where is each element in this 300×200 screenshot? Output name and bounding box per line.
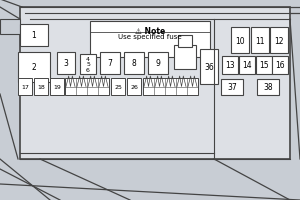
Text: 16: 16: [275, 61, 285, 70]
Text: 37: 37: [227, 83, 237, 92]
Text: 12: 12: [274, 36, 284, 45]
Bar: [18, 79, 32, 96]
Bar: [148, 53, 168, 75]
Text: 1: 1: [32, 31, 36, 40]
Bar: [57, 53, 75, 75]
Bar: [111, 79, 125, 96]
Bar: [174, 46, 196, 70]
Bar: [34, 79, 48, 96]
Bar: [256, 57, 272, 75]
Text: 26: 26: [130, 85, 138, 90]
Text: 4
5
6: 4 5 6: [86, 57, 90, 73]
Bar: [20, 8, 290, 159]
Bar: [90, 22, 210, 58]
Bar: [127, 79, 141, 96]
Bar: [239, 57, 255, 75]
Bar: [124, 53, 144, 75]
Bar: [80, 55, 96, 75]
Bar: [178, 36, 192, 48]
Bar: [222, 57, 238, 75]
Bar: [270, 28, 288, 54]
Bar: [50, 79, 64, 96]
Text: 14: 14: [242, 61, 252, 70]
Text: 38: 38: [263, 83, 273, 92]
Bar: [251, 28, 269, 54]
Bar: [65, 79, 109, 96]
Bar: [100, 53, 120, 75]
Text: 11: 11: [255, 36, 265, 45]
Bar: [231, 28, 249, 54]
Text: 17: 17: [21, 85, 29, 90]
Text: Use specified fuse: Use specified fuse: [118, 34, 182, 40]
Bar: [272, 57, 288, 75]
Bar: [221, 80, 243, 96]
Text: 36: 36: [204, 63, 214, 72]
Bar: [143, 79, 198, 96]
Text: 13: 13: [225, 61, 235, 70]
Bar: [20, 25, 48, 47]
Text: 9: 9: [156, 59, 161, 68]
Text: 2: 2: [32, 63, 36, 72]
Bar: [257, 80, 279, 96]
Bar: [18, 53, 50, 83]
Text: 25: 25: [114, 85, 122, 90]
Text: 7: 7: [108, 59, 112, 68]
Text: 10: 10: [235, 36, 245, 45]
Text: 19: 19: [53, 85, 61, 90]
Bar: [0, 20, 20, 35]
Text: 8: 8: [132, 59, 136, 68]
Bar: [200, 50, 218, 85]
Text: 15: 15: [259, 61, 269, 70]
Text: 18: 18: [37, 85, 45, 90]
Text: 3: 3: [64, 59, 68, 68]
Text: ⚠ Note: ⚠ Note: [135, 27, 165, 36]
